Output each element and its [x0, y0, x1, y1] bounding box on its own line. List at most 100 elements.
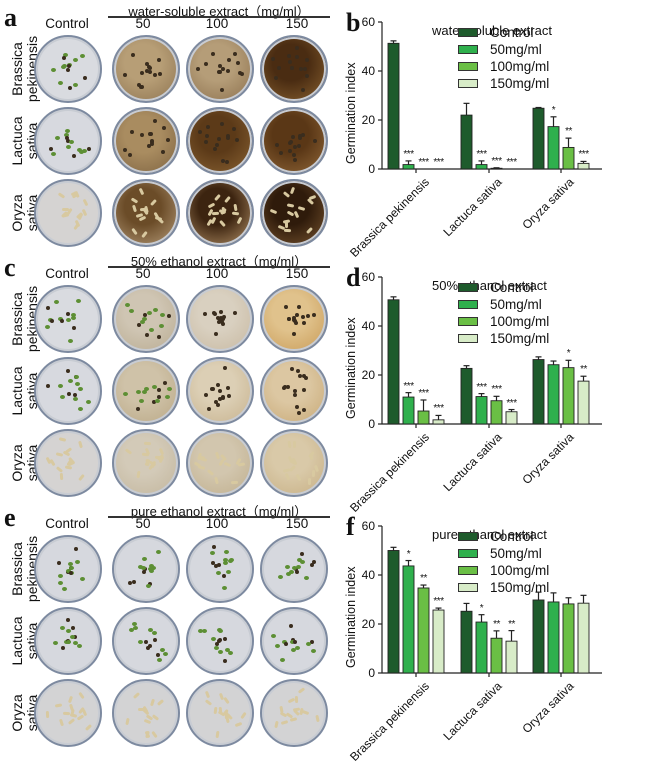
species-genus: Brassica: [9, 42, 25, 96]
seed-mark: [135, 407, 140, 412]
significance-marker: ***: [506, 397, 517, 409]
sprout-mark: [66, 640, 72, 645]
seed-mark: [56, 560, 61, 565]
grain-mark: [212, 211, 220, 215]
seed-mark: [86, 146, 91, 151]
sprout-mark: [53, 299, 59, 304]
column-header: 150: [285, 516, 309, 531]
grain-mark: [289, 186, 296, 194]
species-genus: Lactuca: [9, 366, 25, 416]
sprout-mark: [296, 557, 302, 562]
petri-dish-photo: [186, 285, 254, 353]
legend-swatch: [458, 333, 478, 343]
seed-mark: [220, 87, 225, 92]
grain-mark: [58, 192, 66, 199]
sprout-mark: [296, 565, 302, 570]
legend-item: 150mg/ml: [458, 75, 549, 91]
grain-mark: [130, 197, 139, 204]
petri-dish-photo: [112, 679, 180, 747]
grain-mark: [237, 461, 246, 467]
seed-mark: [136, 322, 141, 327]
y-tick-label: 40: [361, 568, 375, 582]
seed-mark: [300, 132, 305, 137]
petri-dish-photo: [260, 179, 328, 247]
grain-mark: [82, 198, 89, 207]
grain-mark: [152, 714, 160, 721]
seed-mark: [146, 64, 151, 69]
y-axis-label: Germination index: [344, 566, 358, 668]
sprout-mark: [275, 644, 281, 649]
grain-mark: [206, 469, 214, 477]
seed-mark: [288, 149, 293, 154]
petri-dish-photo: [260, 107, 328, 175]
sprout-mark: [76, 643, 82, 648]
seed-mark: [214, 142, 219, 147]
sprout-mark: [78, 387, 84, 392]
sprout-mark: [152, 630, 158, 635]
seed-mark: [137, 82, 142, 87]
sprout-mark: [152, 308, 158, 313]
grain-mark: [279, 705, 284, 713]
column-header: 50: [135, 16, 151, 31]
legend-swatch: [458, 282, 478, 292]
seed-mark: [206, 407, 211, 412]
sprout-mark: [310, 648, 316, 653]
grain-mark: [197, 465, 206, 471]
seed-mark: [140, 84, 145, 89]
sprout-mark: [278, 575, 284, 579]
seed-mark: [216, 402, 221, 407]
sprout-mark: [58, 581, 64, 586]
seed-mark: [288, 60, 293, 65]
seed-mark: [74, 546, 79, 551]
legend-swatch: [458, 582, 478, 592]
seed-mark: [158, 71, 163, 76]
sprout-mark: [163, 652, 169, 657]
sprout-mark: [226, 570, 232, 575]
petri-dish-photo: [260, 429, 328, 497]
sprout-mark: [73, 57, 79, 62]
seed-mark: [283, 304, 288, 309]
grain-mark: [210, 217, 217, 225]
sprout-mark: [54, 136, 60, 141]
petri-dish-photo: [34, 357, 102, 425]
grain-mark: [213, 476, 219, 484]
grain-mark: [78, 691, 86, 699]
grain-mark: [218, 219, 226, 227]
significance-marker: ***: [403, 380, 414, 392]
seed-mark: [302, 387, 307, 392]
sprout-mark: [213, 645, 219, 650]
seed-mark: [220, 317, 225, 322]
seed-mark: [218, 389, 223, 394]
bar-control: [387, 550, 400, 674]
petri-dish-photo: [112, 35, 180, 103]
seed-mark: [50, 318, 55, 323]
sprout-mark: [58, 80, 64, 85]
grain-mark: [46, 711, 50, 719]
bar-150mg-ml: [577, 162, 590, 170]
significance-marker: ***: [418, 157, 429, 168]
grain-mark: [207, 202, 216, 209]
grain-mark: [58, 437, 66, 443]
seed-mark: [66, 392, 71, 397]
sprout-mark: [66, 145, 72, 150]
sprout-mark: [73, 83, 79, 88]
seed-mark: [214, 331, 219, 336]
sprout-mark: [51, 152, 57, 157]
sprout-mark: [151, 566, 157, 571]
seed-mark: [274, 142, 279, 147]
seed-mark: [211, 561, 216, 566]
seed-mark: [287, 53, 292, 58]
sprout-mark: [145, 583, 151, 588]
seed-mark: [217, 396, 222, 401]
seed-mark: [216, 383, 221, 388]
seed-mark: [297, 134, 302, 139]
petri-dish-photo: [186, 607, 254, 675]
sprout-mark: [227, 558, 233, 563]
sprout-mark: [124, 302, 130, 307]
seed-mark: [72, 326, 77, 331]
panel-letter: f: [346, 512, 355, 541]
sprout-mark: [61, 587, 67, 592]
seed-mark: [212, 310, 216, 315]
legend-label: 150mg/ml: [490, 579, 550, 595]
significance-marker: **: [420, 573, 427, 585]
